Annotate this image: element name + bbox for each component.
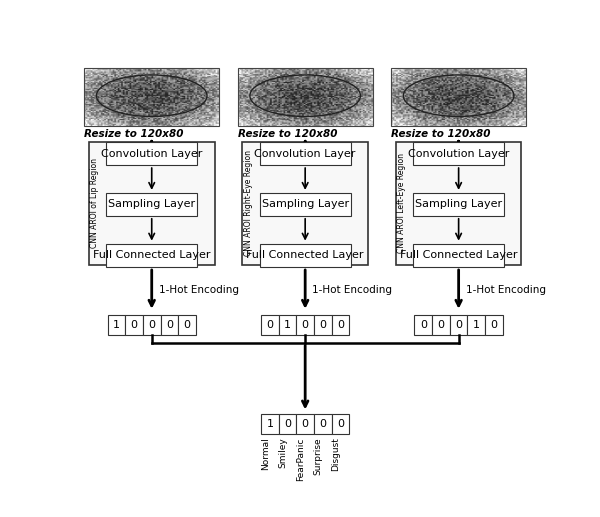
Bar [107, 315, 125, 334]
Text: Surprise: Surprise [314, 437, 323, 475]
Text: 0: 0 [319, 320, 326, 330]
Bar [125, 315, 143, 334]
Bar [296, 414, 314, 434]
Bar [143, 315, 161, 334]
Bar [314, 315, 332, 334]
Text: Convolution Layer: Convolution Layer [408, 148, 509, 159]
Text: 0: 0 [184, 320, 191, 330]
Text: CNN AROI of Lip Region: CNN AROI of Lip Region [91, 158, 100, 248]
Bar [415, 315, 432, 334]
Bar [261, 315, 278, 334]
Text: Disgust: Disgust [332, 437, 341, 472]
Text: 0: 0 [266, 320, 274, 330]
Bar [413, 193, 504, 216]
Bar [314, 414, 332, 434]
Bar [413, 244, 504, 267]
Text: Convolution Layer: Convolution Layer [254, 148, 356, 159]
Text: 0: 0 [437, 320, 445, 330]
Text: 0: 0 [284, 419, 291, 429]
Text: Resize to 120x80: Resize to 120x80 [238, 129, 337, 139]
Bar [485, 315, 503, 334]
Text: Sampling Layer: Sampling Layer [262, 200, 349, 209]
Bar [432, 315, 450, 334]
Text: Sampling Layer: Sampling Layer [108, 200, 195, 209]
Bar [396, 142, 521, 265]
Text: 0: 0 [302, 419, 308, 429]
Text: Full Connected Layer: Full Connected Layer [247, 250, 364, 260]
Text: 0: 0 [490, 320, 497, 330]
Text: CNN AROI Right-Eye Region: CNN AROI Right-Eye Region [244, 150, 253, 256]
Text: 1: 1 [284, 320, 291, 330]
Text: 1: 1 [473, 320, 480, 330]
Text: Sampling Layer: Sampling Layer [415, 200, 502, 209]
Bar [242, 142, 368, 265]
Text: CNN AROI Left-Eye Region: CNN AROI Left-Eye Region [397, 154, 406, 253]
Bar [85, 68, 219, 126]
Bar [296, 315, 314, 334]
Bar [106, 193, 197, 216]
Text: Resize to 120x80: Resize to 120x80 [85, 129, 184, 139]
Bar [413, 142, 504, 165]
Text: 0: 0 [420, 320, 427, 330]
Bar [332, 315, 349, 334]
Bar [238, 68, 373, 126]
Text: 0: 0 [166, 320, 173, 330]
Bar [332, 414, 349, 434]
Text: 0: 0 [131, 320, 137, 330]
Text: Full Connected Layer: Full Connected Layer [400, 250, 517, 260]
Text: 0: 0 [302, 320, 308, 330]
Text: 1: 1 [113, 320, 120, 330]
Bar [106, 244, 197, 267]
Text: Smiley: Smiley [278, 437, 287, 468]
Text: 0: 0 [337, 320, 344, 330]
Bar [261, 414, 278, 434]
Bar [178, 315, 196, 334]
Text: Resize to 120x80: Resize to 120x80 [391, 129, 491, 139]
Text: Normal: Normal [261, 437, 270, 470]
Text: Full Connected Layer: Full Connected Layer [93, 250, 211, 260]
Text: Convolution Layer: Convolution Layer [101, 148, 202, 159]
Bar [278, 315, 296, 334]
Bar [89, 142, 215, 265]
Text: 1-Hot Encoding: 1-Hot Encoding [158, 285, 239, 295]
Bar [260, 142, 350, 165]
Bar [161, 315, 178, 334]
Text: 1: 1 [266, 419, 274, 429]
Bar [450, 315, 467, 334]
Text: 1-Hot Encoding: 1-Hot Encoding [312, 285, 392, 295]
Bar [467, 315, 485, 334]
Bar [106, 142, 197, 165]
Bar [278, 414, 296, 434]
Text: FearPanic: FearPanic [296, 437, 305, 481]
Bar [260, 193, 350, 216]
Text: 0: 0 [319, 419, 326, 429]
Bar [391, 68, 526, 126]
Text: 1-Hot Encoding: 1-Hot Encoding [466, 285, 545, 295]
Text: 0: 0 [148, 320, 155, 330]
Bar [260, 244, 350, 267]
Text: 0: 0 [337, 419, 344, 429]
Text: 0: 0 [455, 320, 462, 330]
